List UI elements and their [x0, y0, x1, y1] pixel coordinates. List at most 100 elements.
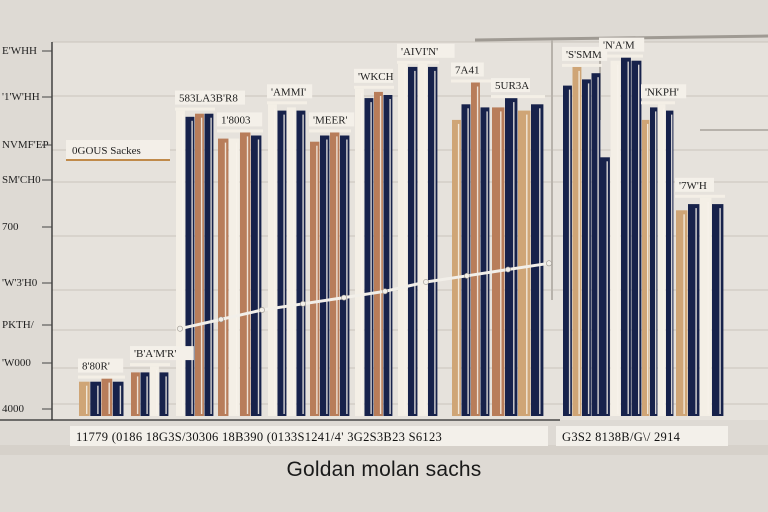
bar-stripe [86, 385, 88, 414]
bar-cap [397, 60, 439, 64]
bar-stripe [146, 376, 148, 414]
bar [480, 107, 490, 417]
bar-cap [78, 375, 125, 379]
bar-stripe [389, 99, 391, 414]
bar [240, 132, 251, 416]
y-tick-label: 4000 [2, 403, 25, 415]
bar-stripe [568, 89, 571, 414]
y-tick-label: 'W000 [2, 357, 31, 369]
bar-stripe [191, 120, 193, 415]
data-label: 'AIVI'N' [401, 46, 438, 58]
data-label: 'N'A'M [603, 40, 635, 52]
bar [277, 110, 287, 416]
bar-stripe [424, 67, 426, 415]
data-label-box [599, 37, 645, 52]
bar [418, 63, 428, 417]
data-label: 1'8003 [221, 114, 251, 126]
bar-stripe [476, 86, 479, 414]
bar-stripe [273, 108, 276, 415]
bar-stripe [695, 208, 697, 414]
y-tick-label: NVMF'EP [2, 139, 49, 151]
x-label-strip-2 [556, 426, 728, 446]
bar-stripe [235, 142, 238, 414]
legend-box [66, 140, 170, 160]
bar [610, 60, 621, 416]
bar [471, 82, 480, 416]
trend-point [218, 316, 224, 323]
bar-cap [267, 101, 307, 105]
bar-stripe [360, 92, 363, 415]
data-label: 'B'A'M'R' [134, 348, 176, 360]
bar-stripe [719, 208, 721, 414]
bar [340, 135, 350, 416]
bar-stripe [457, 123, 460, 415]
bar-cap [562, 63, 602, 67]
bar-stripe [655, 111, 657, 415]
data-label-box [354, 68, 393, 83]
bar-cap [599, 54, 643, 58]
bar [330, 132, 340, 416]
bar-stripe [647, 123, 649, 415]
data-label: '7W'H [679, 180, 707, 192]
bar-stripe [597, 77, 599, 414]
bar [355, 88, 364, 417]
bar-series [78, 54, 725, 417]
bar-stripe [404, 67, 406, 415]
bar-stripe [500, 111, 502, 415]
bar [159, 372, 169, 416]
bar [218, 138, 229, 416]
data-label-box [562, 46, 608, 61]
bar [563, 85, 572, 416]
bar [531, 104, 544, 417]
bar-cap [641, 101, 675, 105]
x-label-strip-1 [70, 426, 548, 446]
data-label: 'NKPH' [645, 86, 679, 98]
bar-cap [491, 95, 545, 99]
bar-stripe [97, 385, 99, 414]
bar [268, 104, 277, 417]
bar-stripe [578, 70, 580, 415]
data-label: 5UR3A [495, 80, 529, 92]
data-label: 'MEER' [313, 114, 348, 126]
y-tick-label: PKTH/ [2, 319, 35, 331]
bar-stripe [434, 70, 436, 415]
bar [374, 91, 383, 417]
bar [688, 204, 700, 416]
y-tick-label: E'WHH [2, 45, 37, 57]
x-tick-label-2: G3S2 8138B/G\/ 2914 [562, 430, 681, 444]
bar-stripe [671, 114, 673, 414]
bar-stripe [283, 114, 285, 414]
bar-stripe [119, 385, 122, 414]
bar [195, 113, 204, 416]
bar [140, 372, 150, 416]
bar [408, 66, 418, 417]
data-label-box [217, 112, 263, 127]
bar-stripe [638, 64, 640, 414]
bar [90, 381, 101, 416]
data-label-box [641, 84, 687, 99]
bar-stripe [246, 136, 249, 414]
bar [666, 110, 674, 416]
bar [642, 119, 650, 417]
bar [251, 135, 262, 416]
bar [505, 98, 518, 416]
bar [101, 378, 113, 416]
legend: 0GOUS Sackes [66, 140, 170, 161]
data-label: 'S'SMM [566, 49, 602, 61]
bar [428, 66, 438, 417]
bar [658, 104, 666, 417]
bar [600, 157, 610, 417]
bar-stripe [302, 114, 304, 414]
bar [310, 141, 320, 416]
y-tick-label: '1'W'HH [2, 91, 40, 103]
bar [461, 104, 471, 417]
trend-point [464, 272, 470, 279]
bar [518, 110, 531, 416]
x-tick-label-1: 11779 (0186 18G3S/30306 18B390 (0133S124… [76, 430, 442, 444]
bar [631, 60, 642, 416]
bar-cap [451, 79, 491, 83]
bar [229, 138, 240, 416]
bar-stripe [336, 136, 338, 414]
bar-stripe [587, 83, 590, 415]
